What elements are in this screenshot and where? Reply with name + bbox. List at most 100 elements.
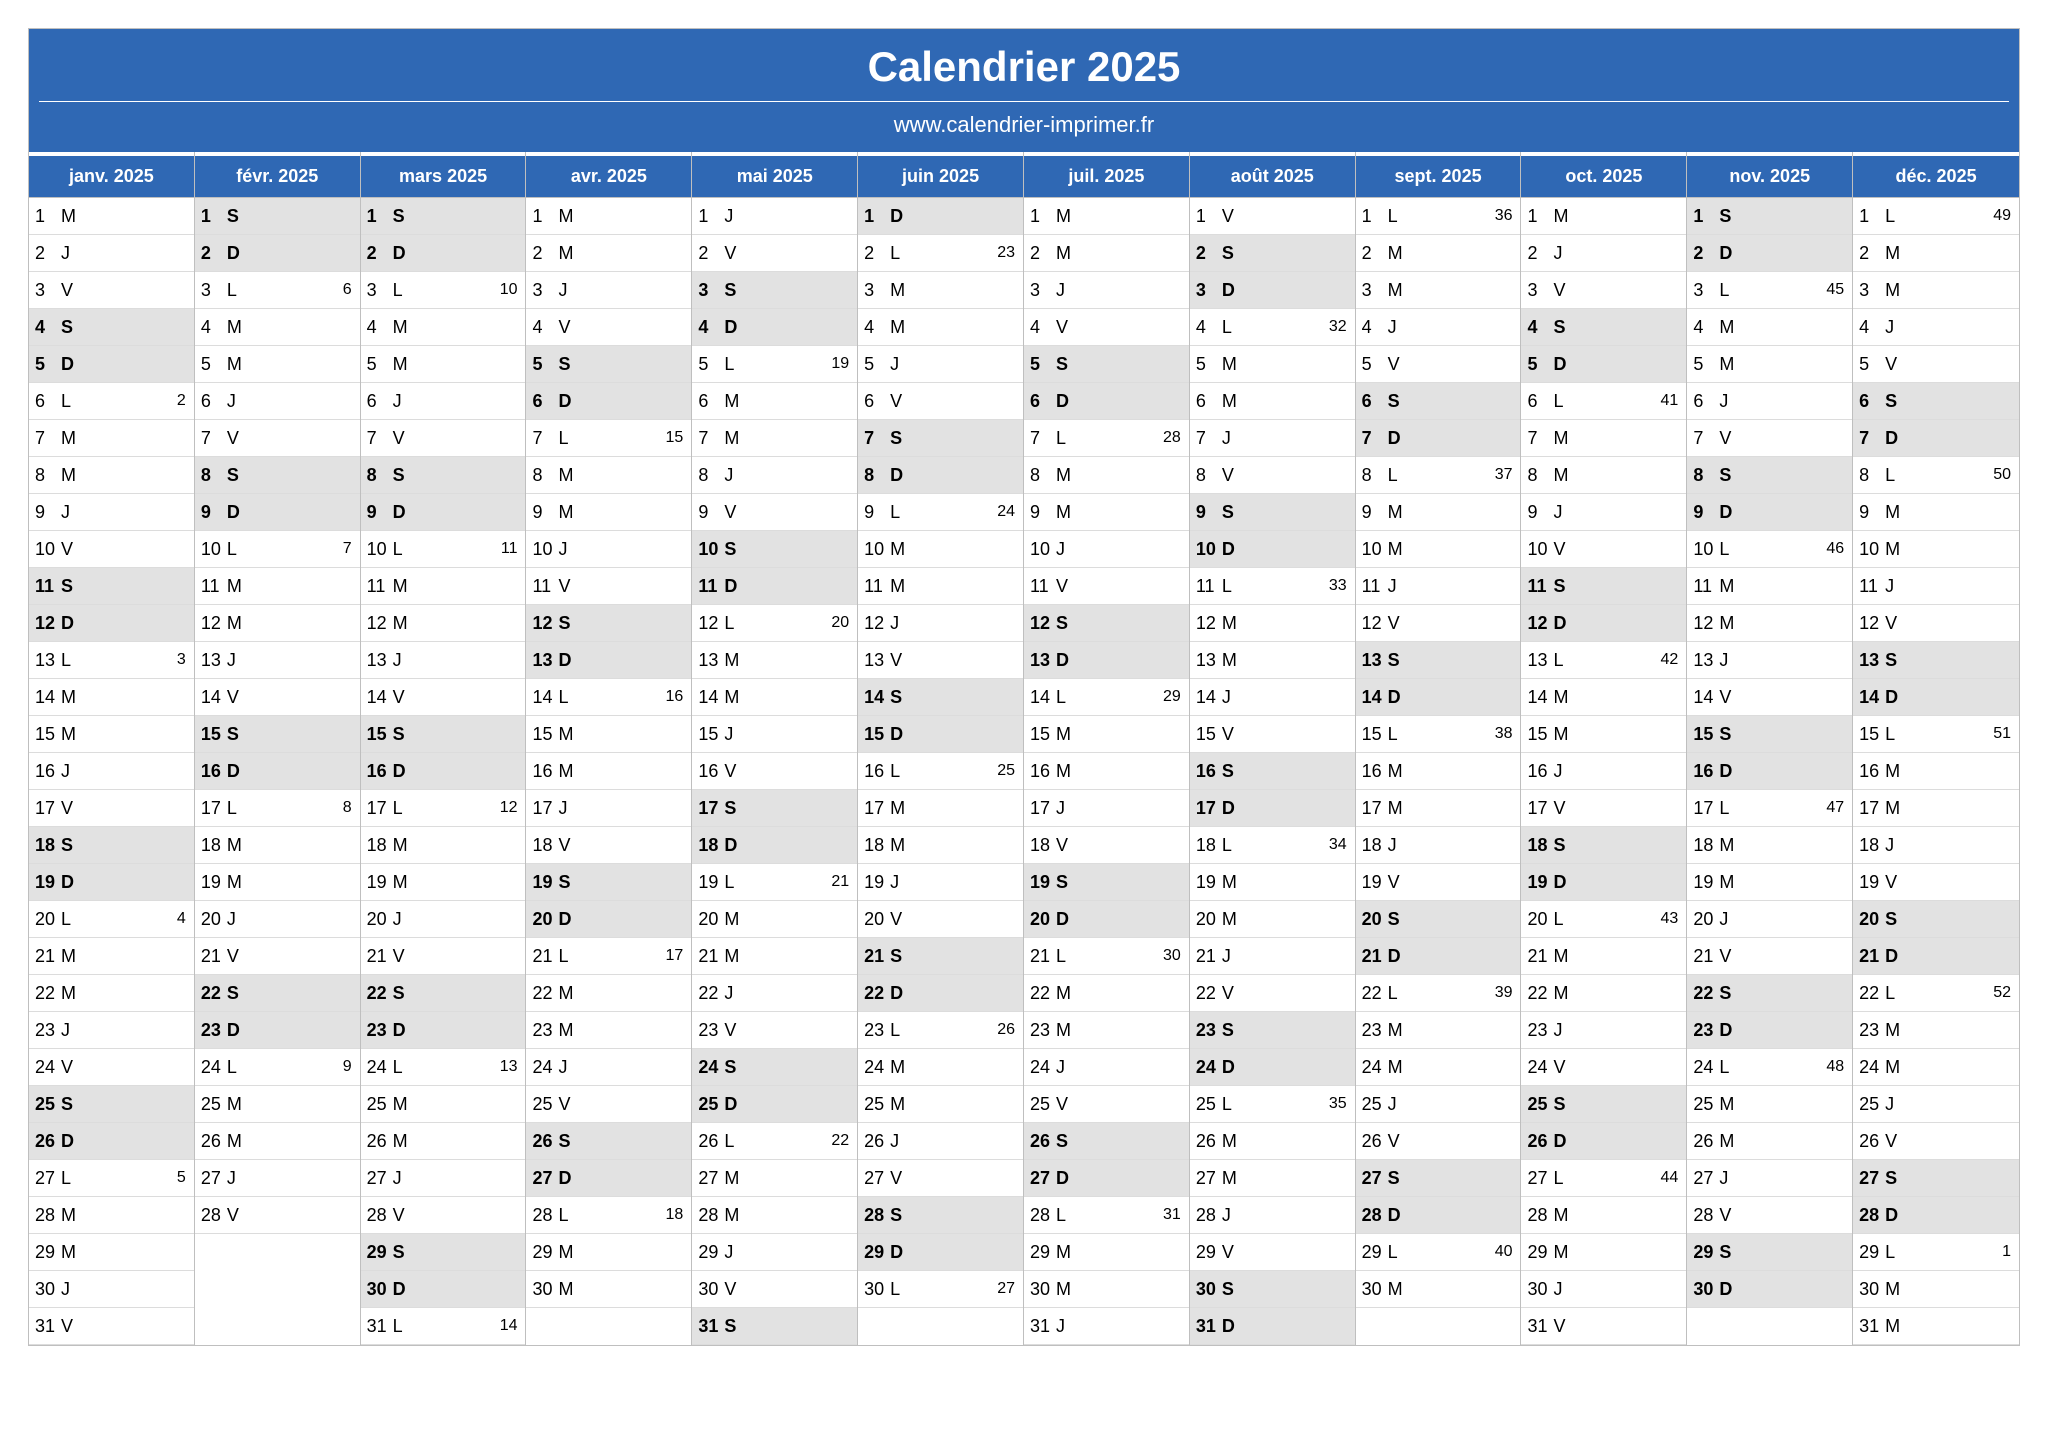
day-number: 16 (1030, 761, 1056, 782)
day-cell: 23V (692, 1012, 857, 1049)
day-number: 4 (864, 317, 890, 338)
day-of-week: D (393, 1020, 417, 1041)
day-cell: 19M (195, 864, 360, 901)
day-cell: 15M (1024, 716, 1189, 753)
week-number: 16 (666, 688, 684, 706)
day-cell: 16S (1190, 753, 1355, 790)
month-header: oct. 2025 (1521, 152, 1686, 198)
day-number: 17 (698, 798, 724, 819)
day-cell: 14S (858, 679, 1023, 716)
day-cell: 7M (29, 420, 194, 457)
day-of-week: D (227, 1020, 251, 1041)
week-number: 51 (1993, 725, 2011, 743)
day-of-week: M (1553, 206, 1577, 227)
day-of-week: J (1388, 576, 1412, 597)
day-cell: 15S (1687, 716, 1852, 753)
month-header: juil. 2025 (1024, 152, 1189, 198)
day-of-week: S (1885, 909, 1909, 930)
day-of-week: V (1222, 206, 1246, 227)
day-number: 29 (1196, 1242, 1222, 1263)
week-number: 15 (666, 429, 684, 447)
day-of-week: S (61, 835, 85, 856)
day-number: 5 (1693, 354, 1719, 375)
day-cell: 19L21 (692, 864, 857, 901)
day-of-week: D (61, 354, 85, 375)
day-cell: 17D (1190, 790, 1355, 827)
week-number: 19 (831, 355, 849, 373)
day-of-week: S (1553, 1094, 1577, 1115)
day-of-week: L (558, 946, 582, 967)
day-of-week: D (1222, 280, 1246, 301)
day-number: 15 (532, 724, 558, 745)
day-cell: 25J (1356, 1086, 1521, 1123)
day-of-week: M (558, 1279, 582, 1300)
month-column: nov. 20251S2D3L454M5M6J7V8S9D10L4611M12M… (1687, 152, 1853, 1345)
day-cell: 22S (1687, 975, 1852, 1012)
day-of-week: L (227, 539, 251, 560)
day-cell: 24M (1356, 1049, 1521, 1086)
day-cell: 4M (195, 309, 360, 346)
day-number: 11 (1030, 576, 1056, 597)
day-of-week: S (1719, 983, 1743, 1004)
day-of-week: J (61, 1020, 85, 1041)
day-cell: 3M (858, 272, 1023, 309)
day-of-week: V (890, 391, 914, 412)
day-of-week: V (227, 946, 251, 967)
day-number: 10 (201, 539, 227, 560)
day-number: 15 (864, 724, 890, 745)
month-column: janv. 20251M2J3V4S5D6L27M8M9J10V11S12D13… (29, 152, 195, 1345)
day-of-week: J (890, 1131, 914, 1152)
day-number: 19 (1527, 872, 1553, 893)
day-cell: 16D (361, 753, 526, 790)
day-number: 27 (201, 1168, 227, 1189)
day-of-week: M (393, 1094, 417, 1115)
day-of-week: V (1719, 1205, 1743, 1226)
day-number: 8 (1362, 465, 1388, 486)
day-cell: 30M (1853, 1271, 2019, 1308)
day-of-week: S (1222, 502, 1246, 523)
day-cell: 22S (195, 975, 360, 1012)
day-number: 16 (864, 761, 890, 782)
day-cell: 23D (1687, 1012, 1852, 1049)
day-cell: 10M (1853, 531, 2019, 568)
day-number: 16 (201, 761, 227, 782)
day-cell: 1S (361, 198, 526, 235)
day-of-week: V (1885, 354, 1909, 375)
day-of-week: L (1719, 539, 1743, 560)
day-of-week: S (558, 354, 582, 375)
day-cell: 2J (29, 235, 194, 272)
day-number: 13 (864, 650, 890, 671)
day-cell: 24M (858, 1049, 1023, 1086)
day-cell: 14M (1521, 679, 1686, 716)
month-header: déc. 2025 (1853, 152, 2019, 198)
day-cell: 2M (1356, 235, 1521, 272)
month-header: févr. 2025 (195, 152, 360, 198)
day-of-week: M (61, 687, 85, 708)
week-number: 2 (177, 392, 186, 410)
month-header: mai 2025 (692, 152, 857, 198)
day-of-week: M (558, 1020, 582, 1041)
day-cell: 14L29 (1024, 679, 1189, 716)
day-number: 28 (1527, 1205, 1553, 1226)
day-number: 26 (1693, 1131, 1719, 1152)
day-cell: 28V (361, 1197, 526, 1234)
day-of-week: D (1388, 428, 1412, 449)
day-of-week: S (61, 576, 85, 597)
day-number: 11 (864, 576, 890, 597)
day-of-week: J (1553, 243, 1577, 264)
day-cell: 21M (29, 938, 194, 975)
day-of-week: D (61, 613, 85, 634)
day-of-week: M (61, 206, 85, 227)
day-number: 20 (698, 909, 724, 930)
day-cell: 21D (1853, 938, 2019, 975)
day-number: 30 (367, 1279, 393, 1300)
month-header: mars 2025 (361, 152, 526, 198)
day-of-week: M (1719, 1131, 1743, 1152)
day-of-week: D (61, 1131, 85, 1152)
day-number: 19 (367, 872, 393, 893)
day-cell: 2M (1853, 235, 2019, 272)
day-of-week: M (1222, 872, 1246, 893)
day-cell: 27J (361, 1160, 526, 1197)
week-number: 31 (1163, 1206, 1181, 1224)
day-cell: 2M (1024, 235, 1189, 272)
